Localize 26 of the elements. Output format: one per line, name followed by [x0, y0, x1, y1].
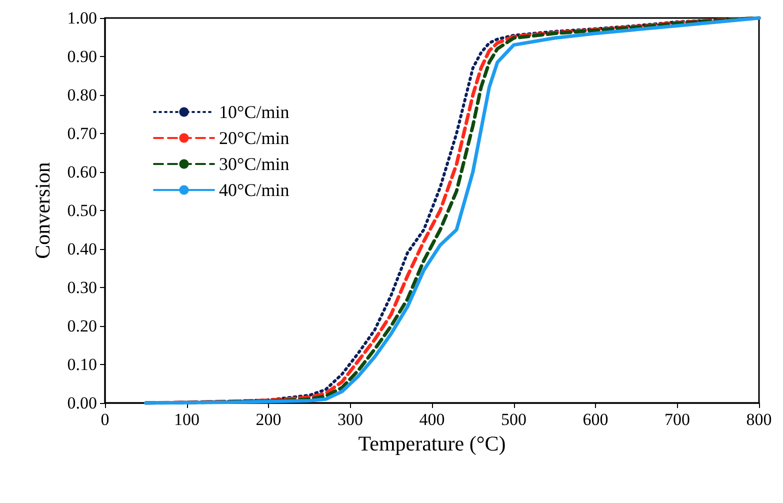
legend-label: 10°C/min: [219, 102, 290, 122]
y-tick-label: 0.70: [67, 124, 97, 143]
y-axis-title: Conversion: [30, 162, 54, 259]
x-tick-label: 100: [174, 410, 200, 429]
y-tick-label: 1.00: [67, 8, 97, 28]
y-tick-label: 0.40: [67, 240, 97, 258]
legend-label: 30°C/min: [219, 154, 290, 174]
y-tick-label: 0.80: [67, 86, 97, 104]
y-tick-label: 0.60: [67, 162, 97, 182]
y-tick-label: 0.90: [67, 47, 97, 66]
x-tick-label: 200: [256, 410, 282, 429]
y-tick-label: 0.20: [67, 316, 97, 336]
y-tick-label: 0.10: [67, 355, 97, 374]
x-tick-label: 800: [746, 410, 772, 429]
x-tick-label: 0: [100, 410, 110, 429]
y-tick-label: 0.50: [67, 201, 97, 220]
legend-label: 20°C/min: [219, 128, 290, 148]
y-tick-label: 0.00: [67, 394, 97, 412]
x-tick-label: 700: [664, 410, 690, 429]
x-tick-label: 500: [501, 410, 526, 429]
x-tick-label: 400: [419, 410, 445, 429]
x-tick-label: 600: [582, 410, 608, 429]
y-tick-label: 0.30: [67, 278, 97, 297]
x-axis-title: Temperature (°C): [358, 432, 506, 456]
x-tick-label: 300: [338, 410, 363, 429]
legend-label: 40°C/min: [219, 180, 290, 200]
